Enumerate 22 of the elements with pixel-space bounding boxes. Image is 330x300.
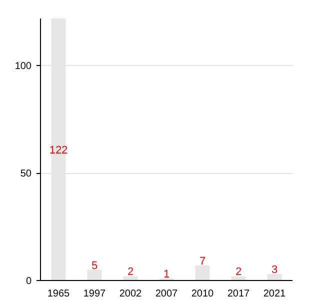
x-tick-label: 1997 [83, 288, 106, 300]
y-tick-label: 100 [14, 61, 32, 72]
bar [87, 270, 102, 280]
data-label: 7 [199, 255, 206, 268]
x-tick-label: 2002 [119, 288, 142, 300]
x-tick-label: 2021 [263, 288, 286, 300]
data-label: 5 [91, 260, 98, 272]
data-label: 2 [235, 266, 242, 278]
data-label: 122 [49, 144, 68, 156]
bar [267, 274, 282, 280]
x-tick-label: 2017 [227, 288, 250, 300]
bar [195, 265, 210, 280]
data-label: 3 [271, 264, 278, 276]
bar [123, 276, 138, 280]
x-tick-label: 2010 [191, 288, 214, 300]
x-tick-label: 2007 [155, 288, 178, 300]
data-label: 2 [127, 266, 134, 278]
y-tick-label: 0 [26, 276, 32, 287]
bar [231, 276, 246, 280]
data-label: 1 [163, 268, 170, 280]
x-tick-label: 1965 [47, 288, 70, 300]
y-tick-label: 50 [20, 168, 32, 180]
